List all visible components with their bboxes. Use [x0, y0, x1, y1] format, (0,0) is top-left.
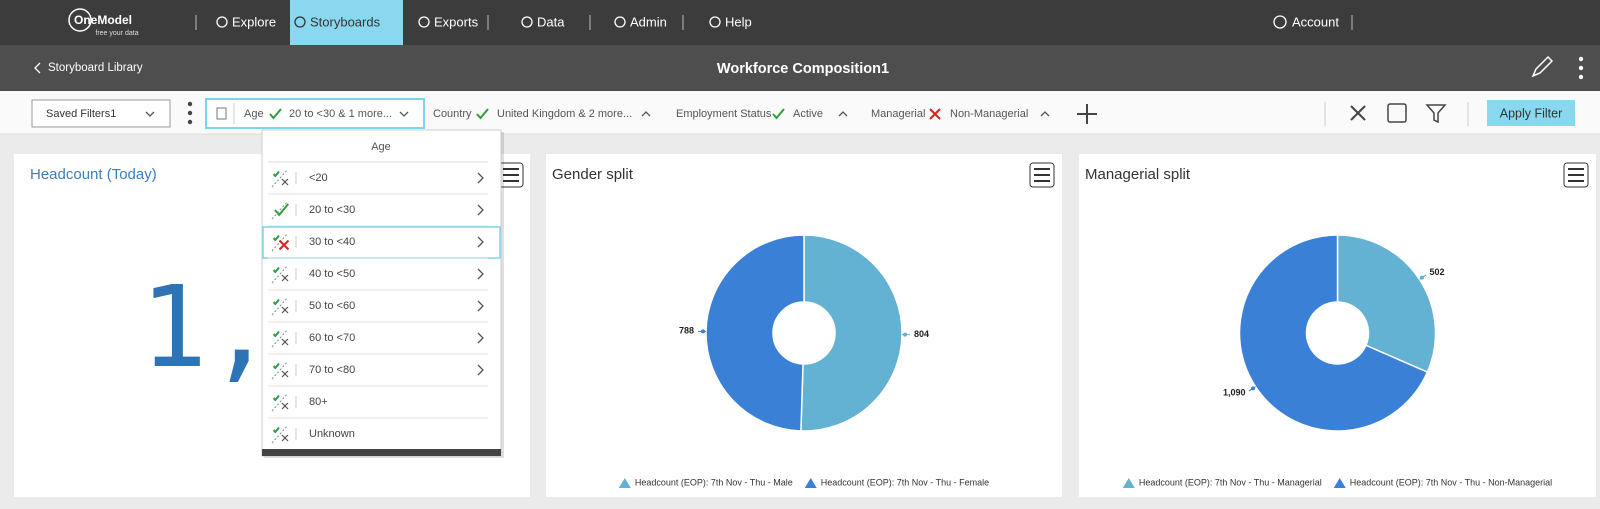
legend-label[interactable]: Headcount (EOP): 7th Nov - Thu - Manager…: [1139, 477, 1322, 487]
dropdown-item[interactable]: 60 to <70: [309, 332, 355, 344]
chart-title: Gender split: [552, 166, 634, 183]
board-title: Workforce Composition1: [717, 61, 889, 77]
filter-name[interactable]: Managerial: [871, 108, 925, 120]
legend-label[interactable]: Headcount (EOP): 7th Nov - Thu - Non-Man…: [1350, 477, 1552, 487]
filter-name[interactable]: Country: [433, 108, 472, 120]
filter-name[interactable]: Employment Status: [676, 108, 772, 120]
nav-account[interactable]: Account: [1292, 14, 1339, 29]
legend-label[interactable]: Headcount (EOP): 7th Nov - Thu - Female: [821, 477, 989, 487]
tile: [1079, 154, 1596, 497]
nav-item[interactable]: Exports: [434, 14, 479, 29]
nav-item[interactable]: Admin: [630, 14, 667, 29]
dropdown-item[interactable]: <20: [309, 172, 328, 184]
dropdown-footer: [262, 449, 501, 456]
data-label: 788: [679, 326, 694, 336]
kebab-dot: [1579, 75, 1583, 79]
dropdown-item[interactable]: Unknown: [309, 428, 355, 440]
data-label: 1,090: [1223, 388, 1246, 398]
filter-value: Active: [793, 108, 823, 120]
dropdown: [262, 130, 501, 456]
filter-name[interactable]: Age: [244, 108, 264, 120]
kebab-dot: [1579, 66, 1583, 70]
kebab-dot: [1579, 57, 1583, 61]
filter-value: Non-Managerial: [950, 108, 1028, 120]
chart-title: Managerial split: [1085, 166, 1191, 183]
nav-item[interactable]: Help: [725, 14, 752, 29]
dropdown-item[interactable]: 50 to <60: [309, 300, 355, 312]
dropdown-item[interactable]: 30 to <40: [309, 236, 355, 248]
kebab-dot: [188, 111, 192, 115]
back-link[interactable]: Storyboard Library: [48, 62, 143, 74]
dropdown-title: Age: [371, 141, 391, 153]
data-label: 804: [914, 329, 929, 339]
row-highlight: [263, 227, 500, 258]
tagline: free your data: [95, 30, 138, 37]
dropdown-item[interactable]: 40 to <50: [309, 268, 355, 280]
dropdown-item[interactable]: 70 to <80: [309, 364, 355, 376]
nav-item[interactable]: Data: [537, 14, 565, 29]
dropdown-item[interactable]: 20 to <30: [309, 204, 355, 216]
dropdown-item[interactable]: 80+: [309, 396, 328, 408]
nav-item[interactable]: Explore: [232, 14, 276, 29]
logo: OneModel: [74, 13, 132, 27]
filter-value: 20 to <30 & 1 more...: [289, 108, 392, 120]
apply-label[interactable]: Apply Filter: [1500, 106, 1563, 120]
saved-filters-label: Saved Filters1: [46, 108, 116, 120]
tile: [546, 154, 1062, 497]
data-label: 502: [1430, 267, 1445, 277]
tile-title: Headcount (Today): [30, 166, 157, 183]
kebab-dot: [188, 102, 192, 106]
filter-value: United Kingdom & 2 more...: [497, 108, 632, 120]
legend-label[interactable]: Headcount (EOP): 7th Nov - Thu - Male: [635, 477, 793, 487]
kebab-dot: [188, 120, 192, 124]
nav-item[interactable]: Storyboards: [310, 14, 381, 29]
